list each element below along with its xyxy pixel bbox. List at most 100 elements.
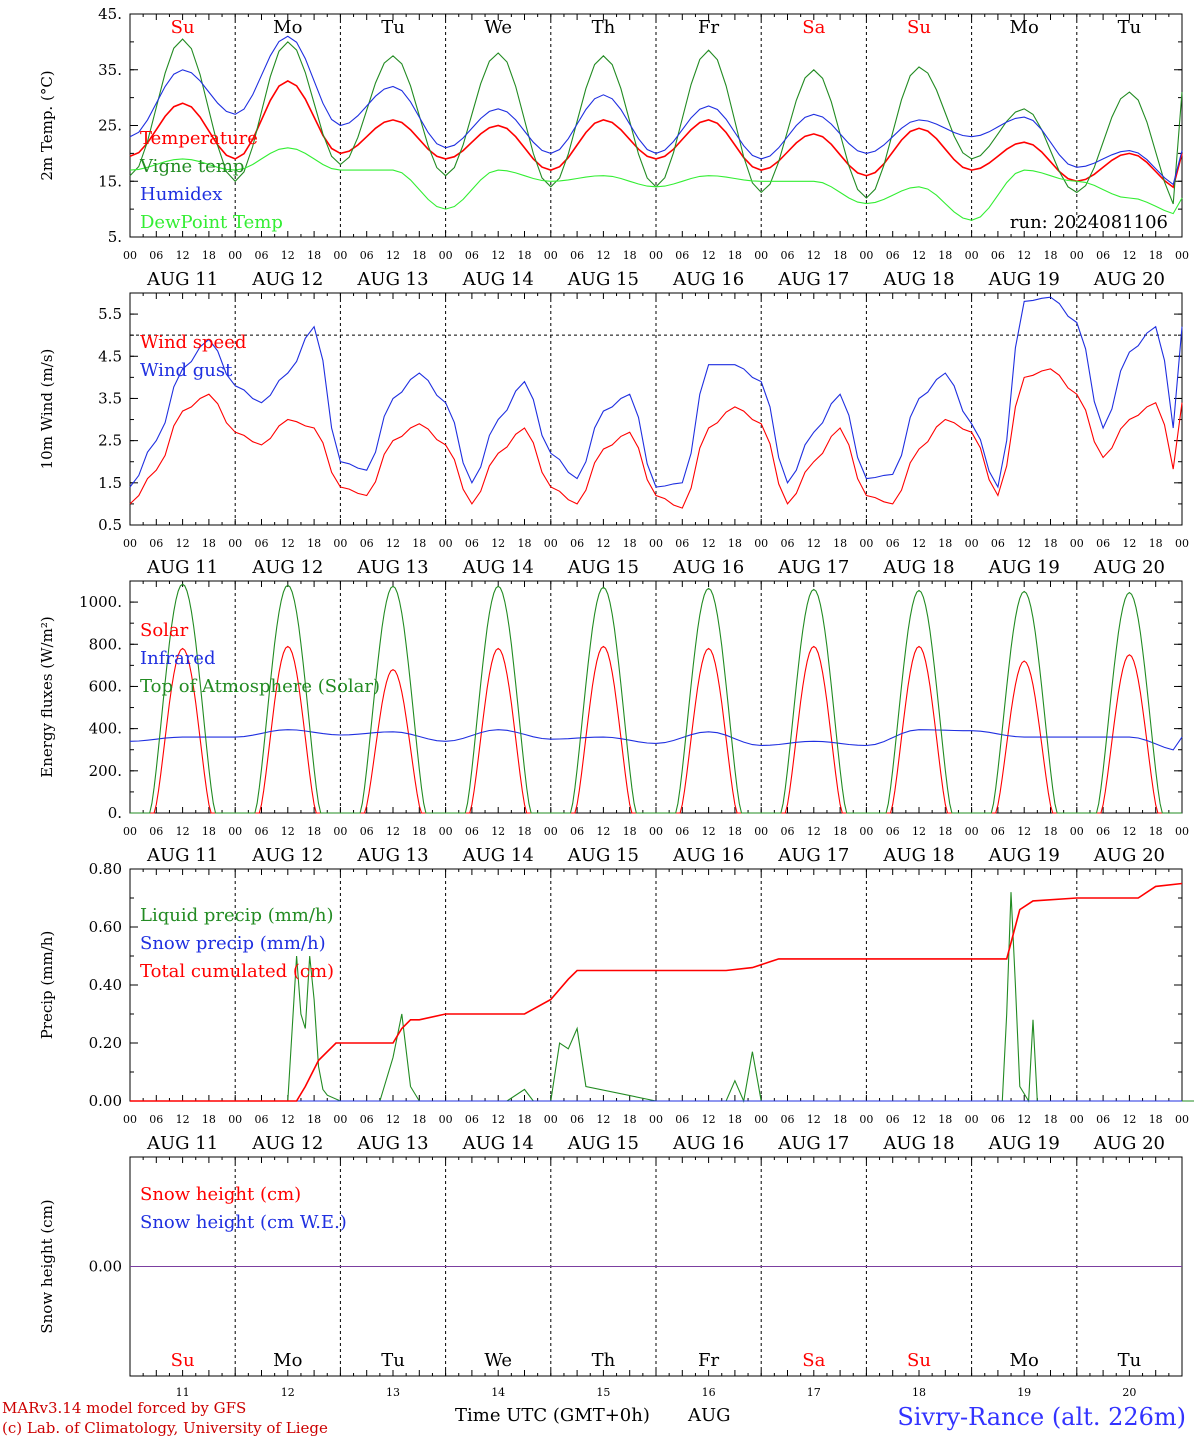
hour-label: 06 (465, 825, 479, 838)
y-tick-label: 1.5 (98, 474, 122, 492)
y-tick-label: 0.00 (89, 1092, 122, 1110)
date-label: AUG 12 (251, 1133, 323, 1154)
hour-label: 18 (412, 825, 426, 838)
y-tick-label: 0. (108, 804, 122, 822)
date-label: AUG 11 (146, 269, 218, 290)
model-line: MARv3.14 model forced by GFS (2, 1399, 247, 1417)
hour-label: 18 (623, 825, 637, 838)
date-label: AUG 20 (1093, 1133, 1165, 1154)
y-tick-label: 2.5 (98, 432, 122, 450)
hour-label: 12 (1017, 537, 1031, 550)
hour-label: 00 (439, 825, 453, 838)
hour-label: 12 (596, 249, 610, 262)
legend-entry: Humidex (140, 184, 222, 205)
hour-label: 18 (623, 249, 637, 262)
legend-entry: DewPoint Temp (140, 212, 283, 233)
time-axis-label: Time UTC (GMT+0h) (455, 1405, 650, 1426)
day-label: Su (171, 17, 195, 38)
day-label: Fr (698, 1350, 719, 1371)
hour-label: 12 (281, 537, 295, 550)
hour-label: 06 (1096, 249, 1110, 262)
hour-label: 06 (886, 825, 900, 838)
day-number: 17 (807, 1386, 821, 1399)
hour-label: 12 (386, 825, 400, 838)
hour-label: 18 (833, 249, 847, 262)
hour-label: 06 (570, 249, 584, 262)
hour-label: 00 (965, 537, 979, 550)
y-axis-label: 2m Temp. (°C) (38, 70, 56, 180)
month-label: AUG (688, 1405, 731, 1426)
series-line (129, 35, 1183, 186)
hour-label: 12 (807, 249, 821, 262)
hour-label: 12 (1122, 825, 1136, 838)
hour-label: 12 (596, 537, 610, 550)
date-label: AUG 11 (146, 557, 218, 578)
date-label: AUG 14 (462, 1133, 534, 1154)
date-label: AUG 18 (882, 269, 954, 290)
station-label: Sivry-Rance (alt. 226m) (897, 1403, 1186, 1431)
series-line (129, 296, 1183, 489)
hour-label: 12 (596, 1113, 610, 1126)
y-tick-label: 200. (89, 762, 122, 780)
legend-entry: Top of Atmosphere (Solar) (140, 676, 380, 697)
y-tick-label: 45. (98, 5, 122, 23)
hour-label: 18 (728, 537, 742, 550)
hour-label: 06 (255, 1113, 269, 1126)
day-number: 11 (176, 1386, 190, 1399)
hour-label: 12 (912, 1113, 926, 1126)
date-label: AUG 20 (1093, 557, 1165, 578)
hour-label: 18 (938, 249, 952, 262)
panel-1: 5. 15. 25. 35. 45. 2m Temp. (°C) 00 06 12 18 00 06 1… (38, 5, 1189, 290)
date-label: AUG 17 (777, 1133, 849, 1154)
day-label: We (484, 1350, 512, 1371)
day-number: 14 (491, 1386, 505, 1399)
legend-entry: Snow height (cm W.E.) (140, 1212, 347, 1233)
date-label: AUG 19 (988, 269, 1060, 290)
hour-label: 06 (991, 537, 1005, 550)
hour-label: 18 (202, 1113, 216, 1126)
hour-label: 00 (439, 537, 453, 550)
hour-label: 12 (281, 825, 295, 838)
hour-label: 06 (570, 1113, 584, 1126)
hour-label: 12 (491, 825, 505, 838)
hour-label: 06 (886, 537, 900, 550)
panel-4: 0.00 0.20 0.40 0.60 0.80 Precip (mm/h) 00 06 12 1… (38, 860, 1194, 1154)
legend-entry: Infrared (140, 648, 215, 669)
date-label: AUG 16 (672, 557, 744, 578)
hour-label: 12 (807, 1113, 821, 1126)
hour-label: 18 (412, 249, 426, 262)
hour-label: 18 (202, 825, 216, 838)
hour-label: 18 (1149, 537, 1163, 550)
hour-label: 12 (491, 537, 505, 550)
hour-label: 12 (702, 1113, 716, 1126)
hour-label: 06 (360, 825, 374, 838)
y-tick-label: 5.5 (98, 305, 122, 323)
day-label: Tu (1118, 17, 1142, 38)
hour-label: 06 (675, 825, 689, 838)
hour-label: 18 (728, 825, 742, 838)
hour-label: 06 (1096, 1113, 1110, 1126)
hour-label: 18 (833, 825, 847, 838)
y-axis-label: 10m Wind (m/s) (38, 349, 56, 470)
hour-label: 12 (176, 1113, 190, 1126)
hour-label: 18 (202, 537, 216, 550)
hour-label: 00 (754, 537, 768, 550)
hour-label: 18 (1044, 1113, 1058, 1126)
hour-label: 06 (991, 1113, 1005, 1126)
hour-label: 06 (149, 249, 163, 262)
hour-label: 06 (255, 825, 269, 838)
hour-label: 06 (1096, 825, 1110, 838)
day-label: Tu (1118, 1350, 1142, 1371)
y-tick-label: 400. (89, 720, 122, 738)
hour-label: 06 (465, 1113, 479, 1126)
hour-label: 06 (570, 537, 584, 550)
hour-label: 12 (1122, 249, 1136, 262)
y-tick-label: 25. (98, 117, 122, 135)
date-label: AUG 12 (251, 845, 323, 866)
hour-label: 00 (1070, 537, 1084, 550)
hour-label: 18 (938, 1113, 952, 1126)
y-tick-label: 0.40 (89, 976, 122, 994)
legend-entry: Vigne temp (139, 156, 244, 177)
hour-label: 12 (702, 537, 716, 550)
series-line (129, 79, 1183, 189)
